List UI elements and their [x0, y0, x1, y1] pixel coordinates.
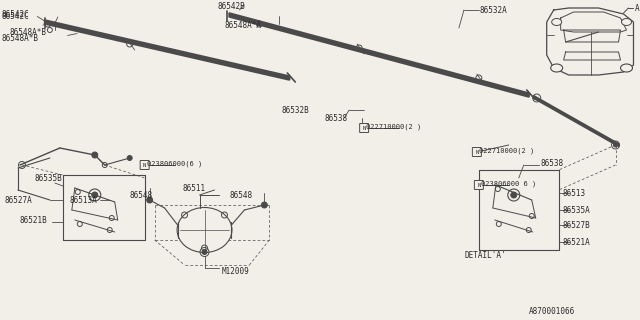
- Text: 86548A*B: 86548A*B: [10, 28, 47, 36]
- Text: 86535A: 86535A: [563, 205, 591, 214]
- Text: 86513A: 86513A: [70, 196, 97, 204]
- Text: 022710000(2 ): 022710000(2 ): [366, 124, 421, 130]
- Text: 022710000(2 ): 022710000(2 ): [479, 148, 534, 154]
- Text: 86527B: 86527B: [563, 220, 591, 229]
- Circle shape: [92, 152, 98, 158]
- Text: 86538: 86538: [324, 114, 348, 123]
- Text: N: N: [362, 125, 365, 131]
- Text: 86527A: 86527A: [5, 196, 33, 204]
- Text: 86542C: 86542C: [2, 12, 29, 20]
- Ellipse shape: [550, 64, 563, 72]
- Text: N: N: [143, 163, 147, 167]
- Text: 86548: 86548: [230, 190, 253, 199]
- Ellipse shape: [177, 207, 232, 252]
- Text: DETAIL'A': DETAIL'A': [465, 251, 506, 260]
- Text: 86535B: 86535B: [35, 173, 63, 182]
- Text: 86542C: 86542C: [2, 10, 29, 19]
- Text: 86511: 86511: [182, 183, 205, 193]
- Text: 86532A: 86532A: [480, 5, 508, 14]
- Text: 86521A: 86521A: [563, 237, 591, 246]
- Text: A870001066: A870001066: [529, 308, 575, 316]
- Text: N: N: [477, 182, 481, 188]
- Circle shape: [614, 143, 618, 147]
- Text: A: A: [634, 4, 639, 12]
- Ellipse shape: [552, 19, 562, 26]
- Circle shape: [202, 250, 207, 254]
- Circle shape: [147, 197, 152, 203]
- Text: 86542B: 86542B: [218, 2, 245, 11]
- Ellipse shape: [621, 64, 632, 72]
- FancyBboxPatch shape: [360, 124, 369, 132]
- FancyBboxPatch shape: [140, 161, 149, 170]
- Circle shape: [127, 156, 132, 161]
- Circle shape: [511, 192, 516, 198]
- FancyBboxPatch shape: [474, 180, 483, 189]
- Text: 86538: 86538: [541, 158, 564, 167]
- Circle shape: [92, 192, 98, 198]
- Text: 86548A*A: 86548A*A: [225, 20, 262, 29]
- Text: 023806000(6 ): 023806000(6 ): [147, 161, 202, 167]
- Circle shape: [261, 202, 268, 208]
- Text: 86532B: 86532B: [282, 106, 309, 115]
- Text: 86521B: 86521B: [20, 215, 48, 225]
- Text: 86513: 86513: [563, 188, 586, 197]
- Text: N: N: [476, 149, 479, 155]
- Text: 86548A*B: 86548A*B: [2, 34, 39, 43]
- FancyBboxPatch shape: [472, 148, 481, 156]
- Text: M12009: M12009: [221, 268, 249, 276]
- Text: 023806000 6 ): 023806000 6 ): [481, 181, 536, 187]
- Text: 86548: 86548: [130, 190, 153, 199]
- Ellipse shape: [621, 19, 632, 26]
